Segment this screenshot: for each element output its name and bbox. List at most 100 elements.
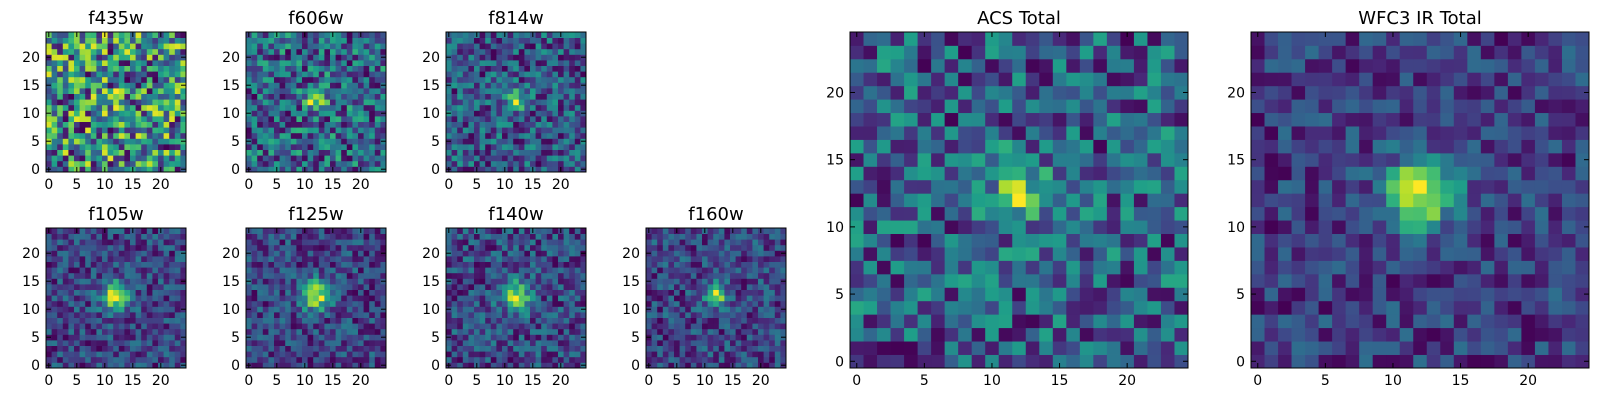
pixel-cell xyxy=(451,278,458,285)
pixel-cell xyxy=(85,256,92,262)
pixel-cell xyxy=(985,233,1000,248)
pixel-cell xyxy=(279,155,286,162)
pixel-cell xyxy=(662,340,669,346)
pixel-cell xyxy=(769,334,776,341)
pixel-cell xyxy=(569,37,576,44)
pixel-cell xyxy=(646,345,652,352)
pixel-cell xyxy=(485,121,492,128)
y-tick-label: 0 xyxy=(31,358,40,374)
pixel-cell xyxy=(102,82,108,89)
pixel-cell xyxy=(496,149,503,156)
pixel-cell xyxy=(746,228,753,234)
pixel-cell xyxy=(1012,206,1027,221)
pixel-cell xyxy=(724,334,731,341)
pixel-cell xyxy=(346,138,353,145)
pixel-cell xyxy=(1174,314,1189,329)
pixel-cell xyxy=(507,116,514,122)
pixel-cell xyxy=(651,250,658,257)
pixel-cell xyxy=(163,345,170,352)
pixel-cell xyxy=(85,43,92,50)
pixel-cell xyxy=(346,295,353,302)
y-tick-label: 0 xyxy=(31,162,40,178)
pixel-cell xyxy=(146,289,153,296)
pixel-cell xyxy=(741,356,748,363)
pixel-cell xyxy=(468,99,475,106)
pixel-cell xyxy=(702,300,708,307)
pixel-cell xyxy=(651,351,658,358)
pixel-cell xyxy=(457,116,464,122)
pixel-cell xyxy=(971,193,986,208)
pixel-cell xyxy=(763,239,770,246)
pixel-cell xyxy=(174,166,181,173)
pixel-cell xyxy=(313,317,320,324)
pixel-cell xyxy=(141,362,148,369)
pixel-cell xyxy=(541,334,548,341)
pixel-cell xyxy=(163,60,170,66)
pixel-cell xyxy=(107,272,114,279)
pixel-cell xyxy=(57,60,64,66)
pixel-cell xyxy=(313,110,320,117)
pixel-cell xyxy=(335,166,342,173)
pixel-cell xyxy=(451,300,458,307)
pixel-cell xyxy=(118,99,125,106)
pixel-cell xyxy=(257,138,264,145)
pixel-cell xyxy=(180,267,187,274)
pixel-cell xyxy=(563,144,570,150)
x-tick-label: 15 xyxy=(324,373,342,389)
pixel-cell xyxy=(346,116,353,122)
pixel-cell xyxy=(174,104,181,111)
pixel-cell xyxy=(863,193,878,208)
pixel-cell xyxy=(152,239,159,246)
pixel-cell xyxy=(262,228,269,234)
pixel-cell xyxy=(90,261,97,268)
pixel-cell xyxy=(141,328,148,335)
pixel-cell xyxy=(374,160,381,167)
pixel-cell xyxy=(318,160,325,167)
pixel-cell xyxy=(146,267,153,274)
pixel-cell xyxy=(158,149,164,156)
pixel-cell xyxy=(580,76,587,83)
pixel-cell xyxy=(257,362,264,369)
pixel-cell xyxy=(479,323,486,330)
pixel-cell xyxy=(668,334,675,341)
pixel-cell xyxy=(685,244,692,251)
pixel-cell xyxy=(302,300,308,307)
pixel-cell xyxy=(735,295,742,302)
pixel-cell xyxy=(246,261,252,268)
pixel-cell xyxy=(107,43,114,50)
pixel-cell xyxy=(724,284,731,290)
pixel-cell xyxy=(1025,166,1040,181)
pixel-cell xyxy=(468,76,475,83)
pixel-cell xyxy=(546,250,553,257)
pixel-cell xyxy=(174,116,181,122)
pixel-cell xyxy=(1106,327,1121,342)
pixel-cell xyxy=(313,88,320,94)
pixel-cell xyxy=(662,267,669,274)
pixel-cell xyxy=(363,233,370,240)
pixel-cell xyxy=(363,155,370,162)
pixel-cell xyxy=(1106,193,1121,208)
pixel-cell xyxy=(68,110,75,117)
pixel-cell xyxy=(502,272,508,279)
pixel-cell xyxy=(369,71,376,78)
pixel-cell xyxy=(541,328,548,335)
pixel-cell xyxy=(524,60,531,66)
pixel-cell xyxy=(569,261,576,268)
pixel-cell xyxy=(313,356,320,363)
pixel-cell xyxy=(130,334,136,341)
pixel-cell xyxy=(713,300,720,307)
pixel-cell xyxy=(268,272,275,279)
y-tick-label: 5 xyxy=(431,330,440,346)
pixel-cell xyxy=(330,295,336,302)
pixel-cell xyxy=(279,132,286,139)
pixel-cell xyxy=(546,37,553,44)
pixel-cell xyxy=(169,351,176,358)
pixel-cell xyxy=(1160,233,1175,248)
pixel-cell xyxy=(457,149,464,156)
pixel-cell xyxy=(96,104,103,111)
pixel-cell xyxy=(462,104,469,111)
pixel-cell xyxy=(496,362,503,369)
pixel-cell xyxy=(451,362,458,369)
pixel-cell xyxy=(546,323,553,330)
pixel-cell xyxy=(146,272,153,279)
